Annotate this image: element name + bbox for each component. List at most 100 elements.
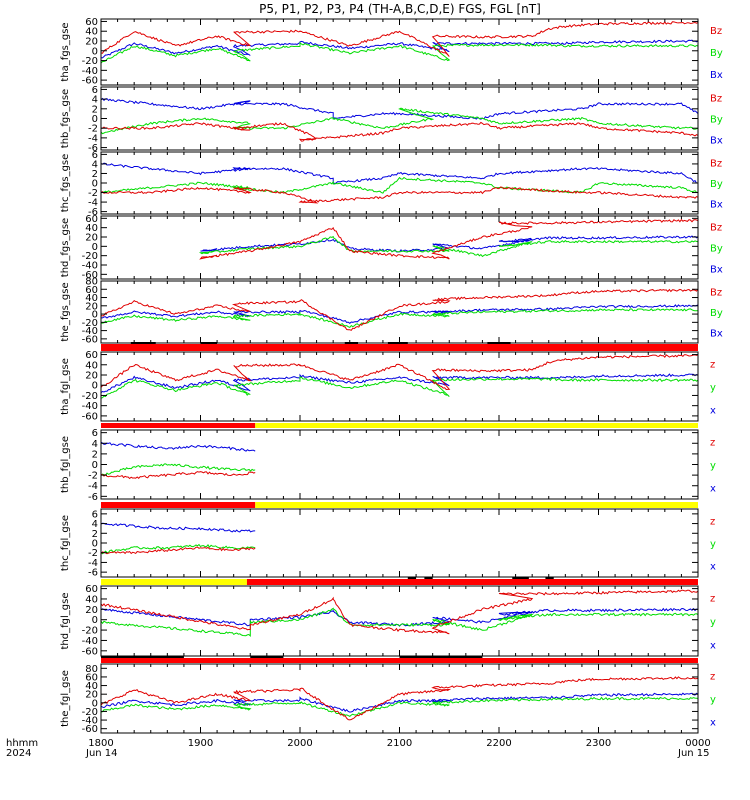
x-axis-corner-top: hhmm [6,738,38,749]
legend-z: z [710,672,715,683]
series-thc_fgl_gse-x [100,522,256,533]
plot-frame [100,429,699,500]
y-tick-label: -4 [88,198,98,209]
status-segment [101,344,698,351]
status-mark [518,577,529,579]
legend-z: z [710,360,715,371]
y-tick-label: 20 [85,371,98,382]
y-tick-label: 2 [92,449,98,460]
series-thc_fgs_gse-By [100,176,699,194]
y-tick-label: -40 [82,716,98,727]
y-axis-label: the_fgl_gse [60,670,71,727]
y-tick-label: -6 [88,492,98,503]
series-tha_fgl_gse-y [100,376,699,399]
series-thb_fgl_gse-y [100,463,256,476]
series-thd_fgl_gse-y [100,607,699,638]
status-segment [255,423,698,428]
y-tick-label: -20 [82,391,98,402]
y-tick-label: 6 [92,509,98,520]
legend-y: y [710,461,716,472]
legend-Bz: Bz [710,158,722,169]
plot-frame [100,215,699,280]
x-tick-label: 2200 [486,738,511,749]
y-tick-label: 0 [92,615,98,626]
y-tick-label: -60 [82,646,98,657]
legend-y: y [710,539,716,550]
y-tick-label: 0 [92,114,98,125]
x-axis-date-right: Jun 15 [677,748,710,759]
status-mark [487,342,511,344]
y-tick-label: -2 [88,471,98,482]
y-tick-label: 6 [92,150,98,161]
y-tick-label: 0 [92,698,98,709]
legend-x: x [710,640,716,651]
y-tick-label: 60 [85,285,98,296]
y-tick-label: 20 [85,301,98,312]
y-axis-label: thd_fgl_gse [60,593,71,650]
status-segment [101,502,256,508]
series-thb_fgs_gse-Bz [100,121,699,142]
y-tick-label: -2 [88,548,98,559]
y-tick-label: 60 [85,350,98,361]
legend-Bz: Bz [710,223,722,234]
y-axis-label: tha_fgl_gse [60,358,71,415]
status-mark [407,577,417,579]
y-tick-label: -20 [82,56,98,67]
legend-x: x [710,562,716,573]
y-tick-label: -6 [88,143,98,154]
series-thb_fgl_gse-x [100,441,256,452]
x-tick-label: 1900 [188,738,213,749]
series-thd_fgl_gse-z [100,589,699,635]
status-segment [101,423,256,428]
series-thd_fgs_gse-By [198,235,699,258]
series-tha_fgs_gse-Bx [100,39,699,59]
series-tha_fgl_gse-z [100,354,699,391]
series-the_fgs_gse-Bz [100,288,699,331]
y-tick-label: 80 [85,664,98,675]
y-tick-label: -4 [88,133,98,144]
y-tick-label: 4 [92,95,98,106]
legend-Bz: Bz [710,26,722,37]
x-axis-corner-bottom: 2024 [6,748,31,759]
legend-x: x [710,484,716,495]
status-mark [250,656,284,658]
legend-Bx: Bx [710,70,723,81]
series-tha_fgl_gse-x [100,373,699,394]
y-tick-label: 2 [92,529,98,540]
series-thb_fgs_gse-Bx [100,97,699,120]
x-tick-label: 2300 [586,738,611,749]
y-tick-label: 40 [85,27,98,38]
y-tick-label: -60 [82,411,98,422]
y-tick-label: 4 [92,159,98,170]
legend-z: z [710,516,715,527]
series-thc_fgl_gse-z [100,546,256,555]
y-tick-label: -20 [82,626,98,637]
status-segment [101,658,698,663]
series-the_fgl_gse-z [100,676,699,721]
status-mark [344,342,359,344]
y-tick-label: 60 [85,584,98,595]
status-mark [424,577,433,579]
legend-y: y [710,695,716,706]
y-tick-label: -60 [82,334,98,345]
series-the_fgl_gse-x [100,692,699,713]
series-tha_fgs_gse-By [100,41,699,64]
chart-title: P5, P1, P2, P3, P4 (TH-A,B,C,D,E) FGS, F… [259,2,541,16]
y-tick-label: -60 [82,724,98,735]
series-thc_fgl_gse-y [100,543,256,555]
legend-Bz: Bz [710,287,722,298]
series-thb_fgl_gse-z [100,471,256,480]
x-tick-label: 2100 [387,738,412,749]
y-tick-label: 40 [85,681,98,692]
status-mark [387,342,408,344]
y-tick-label: -20 [82,707,98,718]
legend-Bz: Bz [710,94,722,105]
y-tick-label: 0 [92,179,98,190]
plot-frame [100,18,699,86]
